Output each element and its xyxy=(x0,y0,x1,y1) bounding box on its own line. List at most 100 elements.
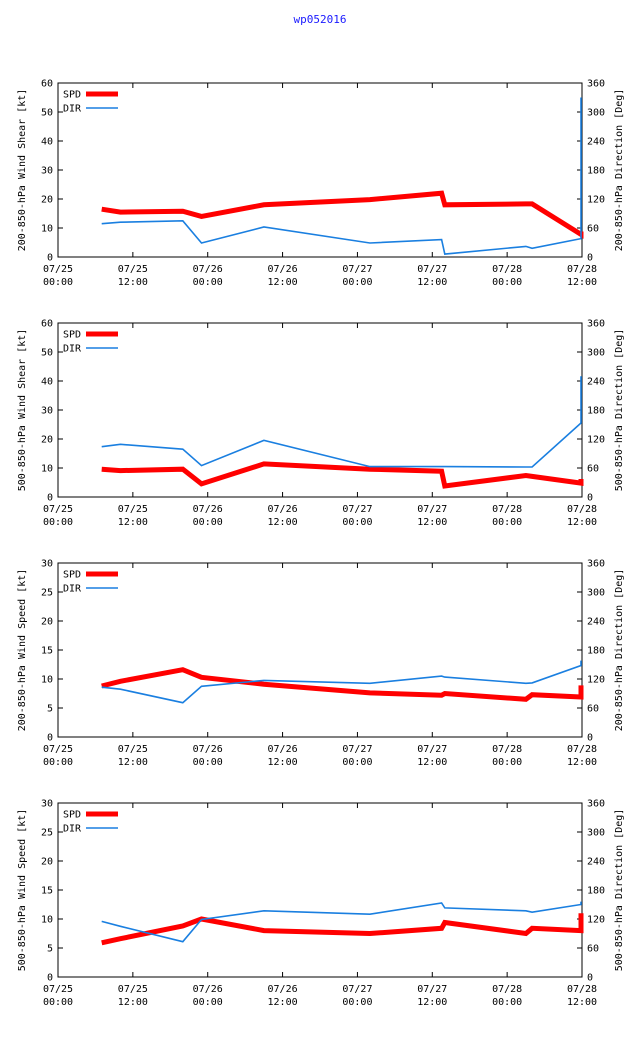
legend-label-dir: DIR xyxy=(63,584,82,595)
x-tick-label-date: 07/26 xyxy=(193,264,223,275)
x-tick-label-date: 07/27 xyxy=(342,504,372,515)
x-tick-label-date: 07/25 xyxy=(118,984,148,995)
x-tick-label-date: 07/25 xyxy=(118,264,148,275)
y2-axis-label: 200-850-hPa Direction [Deg] xyxy=(614,569,625,732)
x-tick-label-date: 07/26 xyxy=(193,744,223,755)
x-tick-label-time: 00:00 xyxy=(43,517,73,528)
y-tick-label: 10 xyxy=(41,915,53,926)
x-tick-label-time: 12:00 xyxy=(268,997,298,1008)
y-tick-label: 15 xyxy=(41,886,53,897)
y2-tick-label: 180 xyxy=(587,646,605,657)
x-tick-label-date: 07/26 xyxy=(193,504,223,515)
y2-tick-label: 300 xyxy=(587,588,605,599)
y2-tick-label: 60 xyxy=(587,944,599,955)
x-tick-label-date: 07/28 xyxy=(567,744,597,755)
x-tick-label-date: 07/27 xyxy=(417,504,447,515)
y-tick-label: 60 xyxy=(41,319,53,330)
x-tick-label-time: 12:00 xyxy=(567,997,597,1008)
x-tick-label-date: 07/27 xyxy=(417,264,447,275)
y-tick-label: 0 xyxy=(47,733,53,744)
x-tick-label-date: 07/26 xyxy=(268,264,298,275)
y2-tick-label: 0 xyxy=(587,973,593,984)
y-tick-label: 0 xyxy=(47,493,53,504)
y-tick-label: 60 xyxy=(41,79,53,90)
x-tick-label-date: 07/27 xyxy=(342,264,372,275)
y2-tick-label: 60 xyxy=(587,224,599,235)
y-tick-label: 40 xyxy=(41,137,53,148)
y2-tick-label: 300 xyxy=(587,108,605,119)
y2-tick-label: 120 xyxy=(587,675,605,686)
legend-label-spd: SPD xyxy=(63,810,81,821)
x-tick-label-time: 12:00 xyxy=(567,277,597,288)
y2-tick-label: 360 xyxy=(587,79,605,90)
x-tick-label-time: 00:00 xyxy=(492,517,522,528)
x-tick-label-time: 00:00 xyxy=(193,997,223,1008)
y2-axis-label: 500-850-hPa Direction [Deg] xyxy=(614,329,625,492)
y2-tick-label: 240 xyxy=(587,137,605,148)
y2-tick-label: 360 xyxy=(587,319,605,330)
x-tick-label-time: 12:00 xyxy=(268,277,298,288)
y2-tick-label: 180 xyxy=(587,406,605,417)
chart-200-850-wind-speed: 05101520253006012018024030036007/2500:00… xyxy=(17,559,625,769)
y2-tick-label: 120 xyxy=(587,915,605,926)
x-tick-label-date: 07/25 xyxy=(118,744,148,755)
y2-tick-label: 240 xyxy=(587,377,605,388)
x-tick-label-date: 07/26 xyxy=(268,744,298,755)
y-tick-label: 25 xyxy=(41,588,53,599)
y2-tick-label: 0 xyxy=(587,253,593,264)
x-tick-label-date: 07/27 xyxy=(342,744,372,755)
y-tick-label: 30 xyxy=(41,406,53,417)
y-tick-label: 50 xyxy=(41,348,53,359)
y2-tick-label: 300 xyxy=(587,348,605,359)
chart-200-850-wind-shear: 0 10 20 30 40 50 60 0 60 120 180 240 300 360 07/25 00:0… xyxy=(17,79,625,289)
y-axis-label: 200-850-hPa Wind Speed [kt] xyxy=(17,569,28,732)
x-tick-label-time: 12:00 xyxy=(417,277,447,288)
x-tick-label-date: 07/27 xyxy=(417,984,447,995)
x-tick-label-date: 07/28 xyxy=(567,264,597,275)
x-tick-label-time: 12:00 xyxy=(268,757,298,768)
x-tick-label-time: 00:00 xyxy=(193,757,223,768)
x-tick-label-time: 12:00 xyxy=(118,997,148,1008)
x-tick-label-time: 00:00 xyxy=(492,277,522,288)
y2-tick-label: 360 xyxy=(587,559,605,570)
x-tick-label-date: 07/28 xyxy=(492,504,522,515)
x-tick-label-time: 00:00 xyxy=(43,757,73,768)
y-tick-label: 0 xyxy=(47,973,53,984)
series-line-spd xyxy=(101,913,584,946)
series-line-dir xyxy=(101,97,582,255)
x-tick-label-time: 00:00 xyxy=(492,757,522,768)
x-tick-label-date: 07/26 xyxy=(268,984,298,995)
x-tick-label-date: 07/25 xyxy=(43,744,73,755)
x-tick-label-time: 12:00 xyxy=(417,757,447,768)
legend-label-dir: DIR xyxy=(63,344,82,355)
series-line-spd xyxy=(101,461,584,489)
y2-tick-label: 60 xyxy=(587,704,599,715)
x-tick-label-date: 07/28 xyxy=(567,504,597,515)
x-tick-label-time: 12:00 xyxy=(268,517,298,528)
y-axis-label: 500-850-hPa Wind Shear [kt] xyxy=(17,329,28,492)
y-tick-label: 20 xyxy=(41,195,53,206)
x-tick-label-date: 07/28 xyxy=(492,984,522,995)
x-tick-label-date: 07/27 xyxy=(417,744,447,755)
plot-frame xyxy=(57,802,583,978)
legend-label-dir: DIR xyxy=(63,824,82,835)
y-tick-label: 15 xyxy=(41,646,53,657)
y2-tick-label: 0 xyxy=(587,733,593,744)
x-tick-label-date: 07/28 xyxy=(492,744,522,755)
y2-tick-label: 360 xyxy=(587,799,605,810)
legend-label-spd: SPD xyxy=(63,90,81,101)
x-tick-label-date: 07/28 xyxy=(567,984,597,995)
y2-tick-label: 240 xyxy=(587,617,605,628)
series-line-dir xyxy=(101,901,582,943)
x-tick-label-time: 00:00 xyxy=(492,997,522,1008)
x-tick-label-time: 12:00 xyxy=(567,757,597,768)
y-tick-label: 5 xyxy=(47,704,53,715)
y2-tick-label: 240 xyxy=(587,857,605,868)
legend-label-spd: SPD xyxy=(63,330,81,341)
y2-tick-label: 120 xyxy=(587,435,605,446)
x-tick-label-time: 00:00 xyxy=(342,277,372,288)
y-tick-label: 20 xyxy=(41,617,53,628)
y-tick-label: 10 xyxy=(41,464,53,475)
plot-frame xyxy=(57,562,583,738)
y2-axis-label: 200-850-hPa Direction [Deg] xyxy=(614,89,625,252)
